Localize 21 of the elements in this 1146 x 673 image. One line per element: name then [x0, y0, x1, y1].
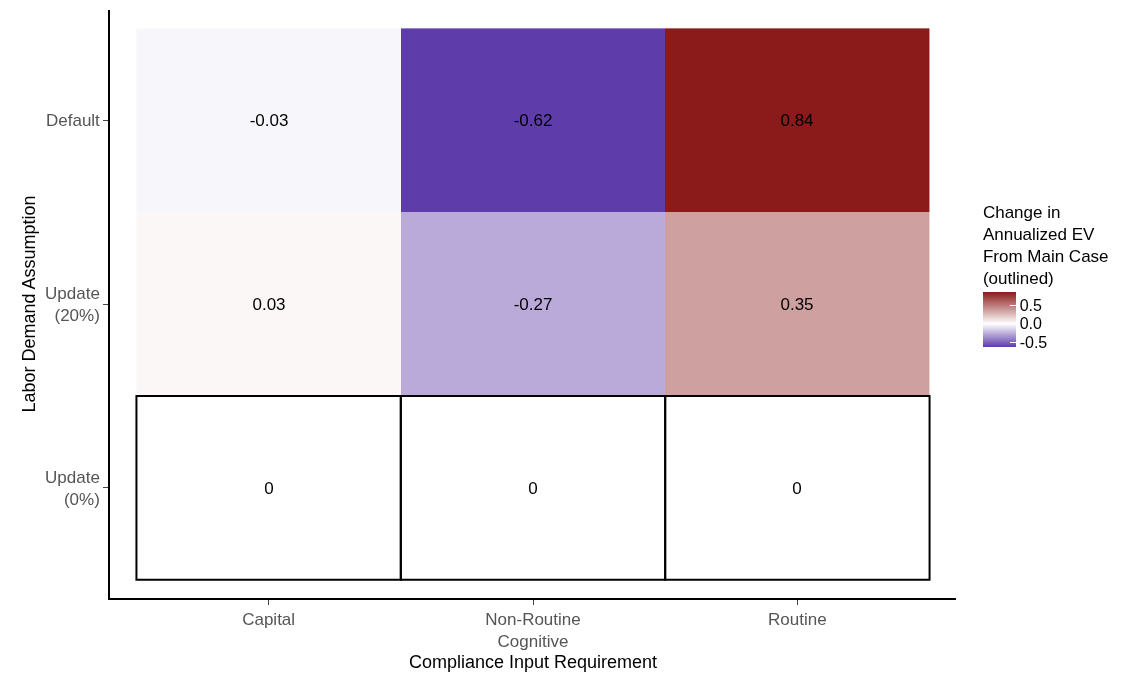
- data-label: -0.03: [249, 110, 289, 130]
- x-tick-label: Non-Routine Cognitive: [485, 610, 581, 652]
- x-axis-title: Compliance Input Requirement: [408, 651, 658, 672]
- x-tick-label: Capital: [242, 610, 296, 630]
- y-tick-label: Default: [45, 111, 101, 131]
- color-bar-label: 0.0: [1019, 315, 1043, 333]
- x-tick-label: Routine: [768, 610, 827, 630]
- color-bar-label: -0.5: [1019, 334, 1048, 352]
- data-label: 0.03: [252, 294, 286, 314]
- data-label: 0.84: [780, 110, 814, 130]
- data-label: -0.27: [513, 294, 553, 314]
- data-label: 0: [792, 478, 802, 498]
- color-bar-label: 0.5: [1019, 296, 1043, 314]
- data-label: -0.62: [513, 110, 553, 130]
- data-label: 0.35: [780, 294, 814, 314]
- y-tick-label: Update (0%): [45, 467, 100, 509]
- y-axis-title: Labor Demand Assumption: [18, 195, 39, 413]
- data-label: 0: [528, 478, 538, 498]
- y-tick-label: Update (20%): [45, 283, 100, 325]
- data-label: 0: [264, 478, 274, 498]
- color-bar-title: Change in Annualized EV From Main Case (outlined): [982, 202, 1109, 289]
